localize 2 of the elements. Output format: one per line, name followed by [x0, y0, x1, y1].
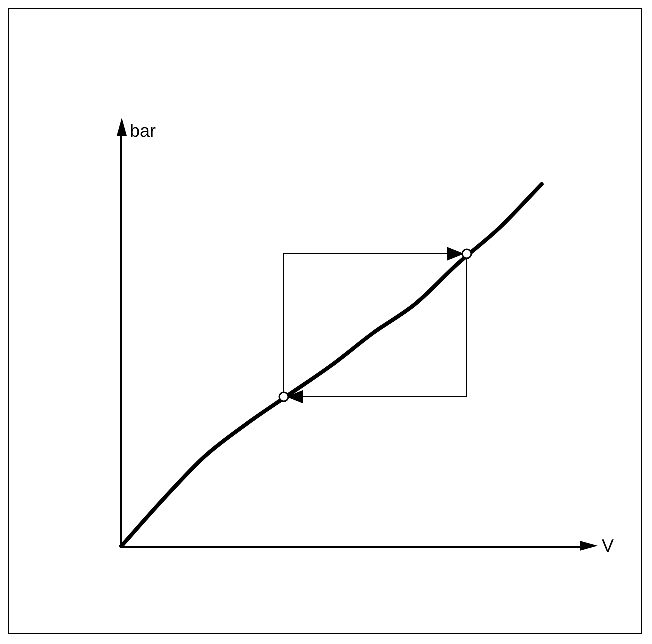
y-axis-title: bar	[130, 120, 156, 141]
x-axis-title: V	[602, 536, 614, 556]
